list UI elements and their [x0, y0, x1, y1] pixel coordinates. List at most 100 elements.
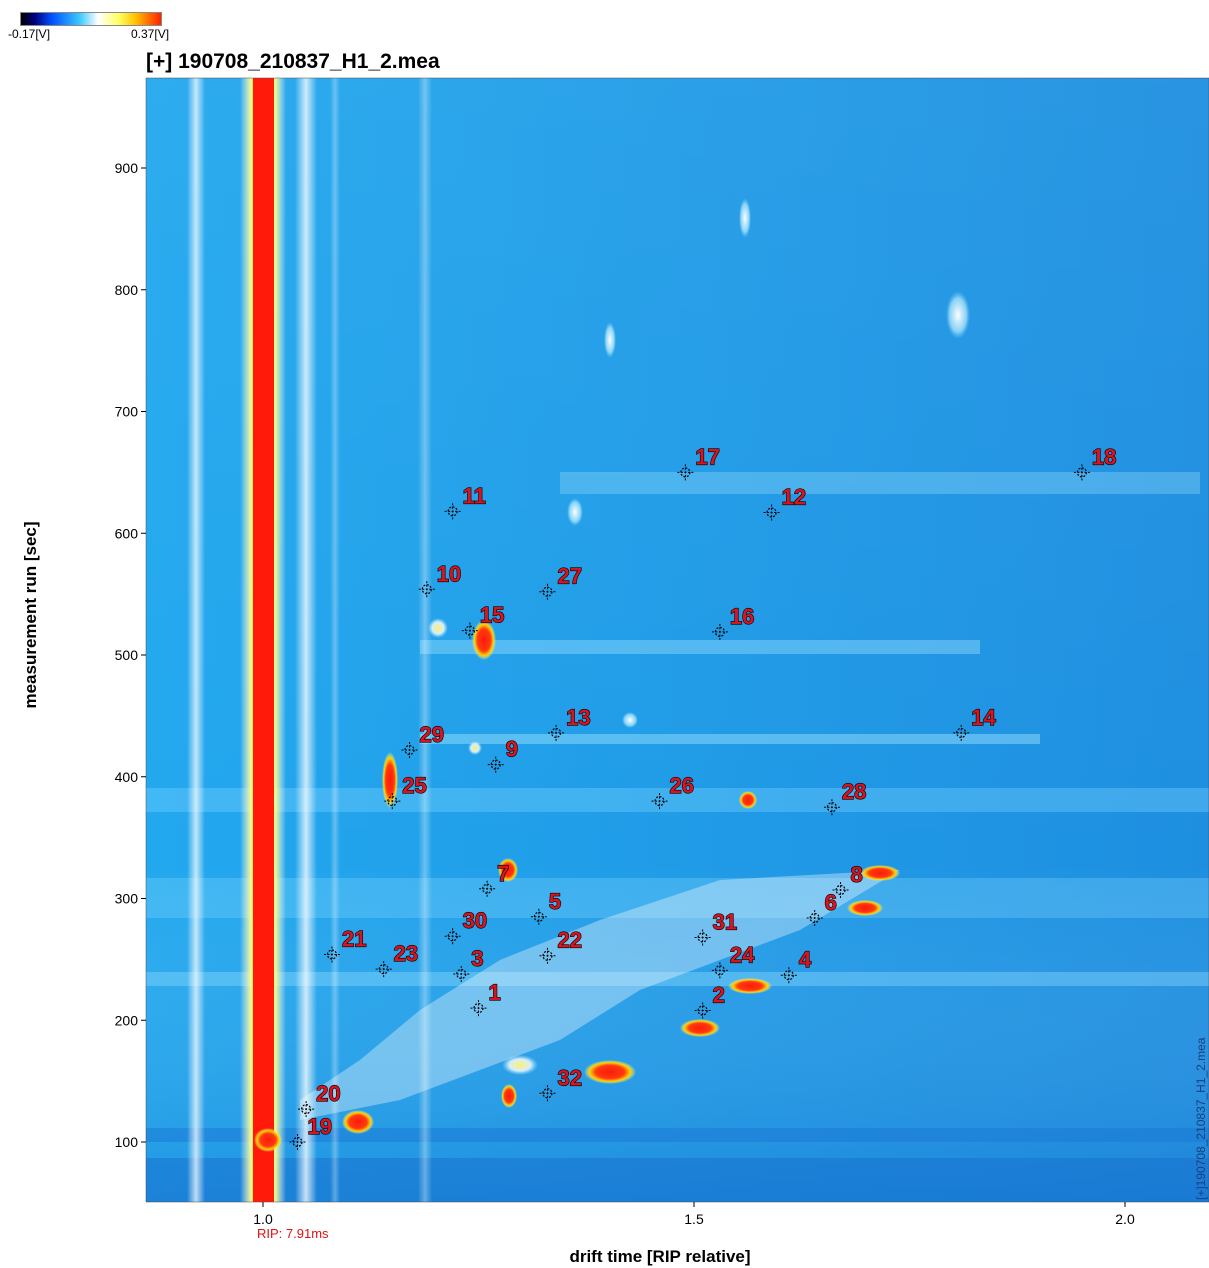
peak-label-20: 20 — [316, 1081, 340, 1106]
peak-label-31: 31 — [713, 909, 737, 934]
peak-marker-20[interactable]: 20 — [298, 1081, 341, 1118]
peak-label-7: 7 — [497, 861, 509, 886]
peak-marker-5[interactable]: 5 — [530, 888, 562, 925]
peak-label-22: 22 — [557, 928, 581, 953]
rip-core — [253, 78, 274, 1202]
peak-marker-24[interactable]: 24 — [711, 942, 756, 979]
signal-blob — [468, 741, 482, 755]
x-tick-label: 1.0 — [253, 1211, 273, 1227]
peak-label-12: 12 — [782, 485, 806, 510]
peak-marker-1[interactable]: 1 — [470, 979, 501, 1017]
peak-marker-26[interactable]: 26 — [651, 772, 695, 810]
peak-label-6: 6 — [825, 890, 837, 915]
peak-marker-32[interactable]: 32 — [539, 1065, 583, 1102]
signal-blob — [584, 1060, 636, 1084]
peak-marker-3[interactable]: 3 — [453, 945, 484, 982]
y-axis: 100 200 300 400 500 600 700 800 900 — [115, 160, 146, 1150]
peak-label-9: 9 — [506, 737, 518, 762]
plot-background-shading — [146, 78, 1209, 1202]
signal-blob — [254, 1128, 282, 1152]
signal-blob — [567, 498, 583, 526]
peak-marker-10[interactable]: 10 — [418, 561, 462, 598]
signal-blob — [428, 618, 448, 638]
peak-label-24: 24 — [730, 942, 755, 967]
signal-blob — [472, 620, 496, 660]
peak-label-30: 30 — [463, 908, 487, 933]
signal-blob — [739, 791, 757, 809]
peak-label-2: 2 — [713, 983, 725, 1008]
peak-label-16: 16 — [730, 604, 754, 629]
colorbar — [20, 12, 162, 26]
x-tick-label: 1.5 — [684, 1211, 704, 1227]
y-tick-label: 900 — [115, 160, 139, 176]
peak-marker-12[interactable]: 12 — [763, 484, 807, 521]
peak-label-21: 21 — [342, 927, 366, 952]
peak-marker-21[interactable]: 21 — [323, 926, 367, 963]
peak-marker-8[interactable]: 8 — [832, 861, 863, 898]
signal-blob — [502, 1055, 538, 1075]
peak-label-18: 18 — [1092, 444, 1116, 469]
peak-label-28: 28 — [842, 779, 866, 804]
peak-label-5: 5 — [549, 889, 561, 914]
signal-blob — [739, 198, 751, 238]
noise-band — [560, 472, 1200, 494]
peak-marker-19[interactable]: 19 — [289, 1113, 333, 1150]
peak-marker-16[interactable]: 16 — [711, 603, 755, 640]
noise-band — [420, 734, 1040, 744]
signal-blob — [847, 900, 883, 916]
vertical-streak — [295, 78, 317, 1202]
peak-marker-22[interactable]: 22 — [539, 927, 583, 964]
peak-marker-13[interactable]: 13 — [548, 704, 591, 741]
peak-label-15: 15 — [480, 603, 504, 628]
dense-signal-region — [300, 870, 900, 1120]
side-file-label: [+]190708_210837_H1_2.mea — [1194, 1037, 1208, 1200]
peak-label-19: 19 — [307, 1114, 331, 1139]
peak-marker-9[interactable]: 9 — [487, 736, 519, 773]
peak-marker-27[interactable]: 27 — [539, 563, 583, 600]
peak-marker-2[interactable]: 2 — [694, 982, 725, 1019]
y-tick-label: 700 — [115, 404, 139, 420]
peak-marker-15[interactable]: 15 — [461, 602, 505, 639]
peak-marker-23[interactable]: 23 — [375, 941, 419, 978]
x-axis: 1.0 1.5 2.0 — [253, 1202, 1135, 1227]
peak-label-17: 17 — [695, 444, 719, 469]
y-tick-label: 100 — [115, 1134, 139, 1150]
colorbar-min-label: -0.17[V] — [8, 27, 51, 41]
x-tick-label: 2.0 — [1115, 1211, 1135, 1227]
y-tick-label: 800 — [115, 282, 139, 298]
signal-blob — [946, 291, 970, 339]
peak-label-10: 10 — [437, 561, 461, 586]
peak-label-8: 8 — [851, 862, 863, 887]
peak-label-11: 11 — [463, 483, 486, 508]
peak-marker-14[interactable]: 14 — [953, 704, 997, 741]
peak-marker-18[interactable]: 18 — [1073, 444, 1117, 481]
peak-marker-30[interactable]: 30 — [444, 908, 488, 945]
peak-label-14: 14 — [971, 705, 996, 730]
vertical-streak — [418, 78, 432, 1202]
peak-label-4: 4 — [799, 947, 812, 972]
peak-marker-4[interactable]: 4 — [780, 947, 812, 984]
y-tick-label: 400 — [115, 769, 139, 785]
signal-blob — [501, 1084, 517, 1108]
signal-blob — [604, 322, 616, 358]
y-tick-label: 600 — [115, 525, 139, 541]
signal-blob — [382, 752, 398, 808]
peak-marker-7[interactable]: 7 — [479, 860, 510, 897]
peak-marker-17[interactable]: 17 — [677, 444, 720, 481]
signal-blob — [728, 978, 772, 994]
peak-marker-29[interactable]: 29 — [401, 721, 445, 758]
peak-marker-31[interactable]: 31 — [694, 909, 738, 946]
peak-label-26: 26 — [670, 773, 694, 798]
signal-blob — [860, 865, 900, 881]
noise-band — [146, 972, 1209, 986]
vertical-streak — [187, 78, 205, 1202]
peak-marker-6[interactable]: 6 — [806, 889, 838, 926]
peak-marker-28[interactable]: 28 — [823, 779, 867, 816]
x-axis-label: drift time [RIP relative] — [569, 1247, 750, 1266]
peak-marker-25[interactable]: 25 — [384, 772, 427, 810]
peak-label-27: 27 — [557, 564, 581, 589]
peak-marker-11[interactable]: 11 — [444, 483, 487, 520]
signal-blob — [498, 858, 518, 882]
